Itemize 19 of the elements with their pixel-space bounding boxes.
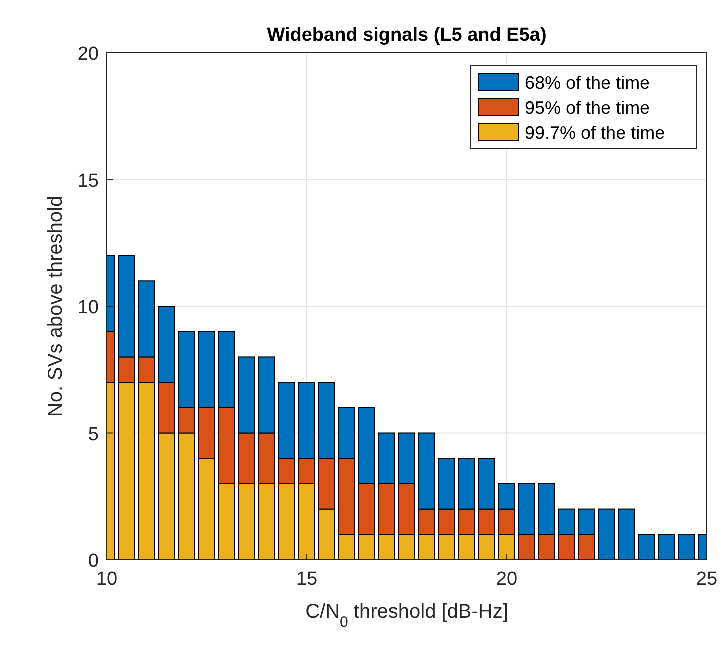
y-tick-label: 20: [78, 44, 99, 65]
x-tick-label: 15: [296, 569, 318, 590]
bar: [678, 534, 696, 560]
y-tick-label: 0: [88, 551, 99, 572]
bar: [618, 508, 636, 560]
x-axis-title: C/N$_{0}$ threshold [dB-Hz]: [306, 601, 508, 630]
y-tick-label: 5: [88, 424, 99, 446]
bar: [598, 508, 616, 560]
chart-title: Wideband signals (L5 and E5a): [267, 25, 547, 46]
legend-label: 95% of the time: [525, 98, 650, 118]
x-tick-label: 25: [696, 569, 718, 590]
legend-label: 68% of the time: [525, 73, 650, 93]
y-tick-label: 15: [78, 170, 99, 192]
y-tick-label: 10: [78, 298, 99, 318]
legend-label: 99.7% of the time: [525, 123, 666, 143]
bar: [658, 534, 676, 560]
bar: [638, 534, 656, 560]
y-axis-title: No. SVs above threshold: [45, 196, 67, 418]
x-tick-label: 20: [496, 569, 518, 590]
